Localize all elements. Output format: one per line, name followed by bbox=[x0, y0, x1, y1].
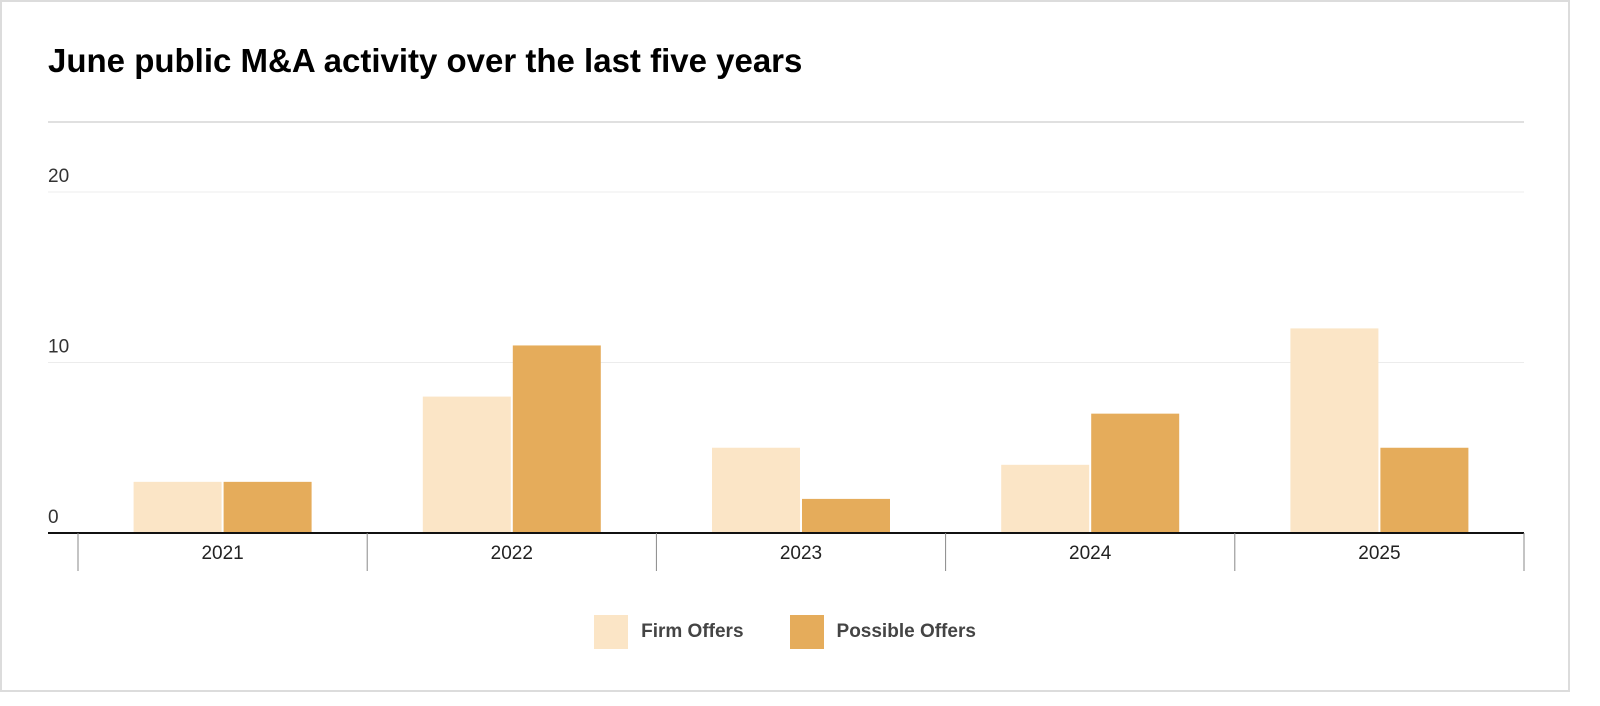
bar-firm-offers-2021[interactable] bbox=[133, 481, 222, 533]
legend-label-firm-offers: Firm Offers bbox=[641, 621, 744, 642]
legend-label-possible-offers: Possible Offers bbox=[836, 621, 976, 642]
x-tick-label: 2024 bbox=[1069, 543, 1112, 564]
chart-plot-area: 0 10 20 2021 2022 2023 2024 2025 bbox=[48, 166, 1525, 571]
legend-swatch-firm-offers bbox=[594, 615, 629, 649]
legend-swatch-possible-offers bbox=[789, 615, 824, 649]
x-tick-label: 2022 bbox=[491, 543, 533, 564]
title-divider bbox=[48, 121, 1524, 123]
bar-possible-offers-2023[interactable] bbox=[802, 498, 890, 533]
y-tick-label: 0 bbox=[48, 507, 59, 528]
bar-firm-offers-2025[interactable] bbox=[1290, 328, 1379, 533]
x-tick-label: 2023 bbox=[780, 543, 822, 564]
bar-possible-offers-2022[interactable] bbox=[512, 345, 601, 533]
x-tick-label: 2025 bbox=[1358, 543, 1400, 564]
legend-item-possible-offers[interactable]: Possible Offers bbox=[789, 615, 976, 649]
bar-possible-offers-2021[interactable] bbox=[223, 481, 312, 533]
chart-frame: June public M&A activity over the last f… bbox=[0, 0, 1570, 692]
bar-firm-offers-2023[interactable] bbox=[712, 447, 800, 533]
y-tick-label: 10 bbox=[48, 337, 69, 358]
chart-title: June public M&A activity over the last f… bbox=[48, 42, 803, 79]
x-tick-label: 2021 bbox=[201, 543, 243, 564]
chart-legend: Firm Offers Possible Offers bbox=[2, 615, 1568, 649]
bar-possible-offers-2025[interactable] bbox=[1380, 447, 1469, 533]
bar-firm-offers-2022[interactable] bbox=[422, 396, 511, 533]
bar-possible-offers-2024[interactable] bbox=[1091, 413, 1180, 533]
legend-item-firm-offers[interactable]: Firm Offers bbox=[594, 615, 744, 649]
y-tick-label: 20 bbox=[48, 166, 69, 187]
bar-firm-offers-2024[interactable] bbox=[1001, 464, 1090, 533]
